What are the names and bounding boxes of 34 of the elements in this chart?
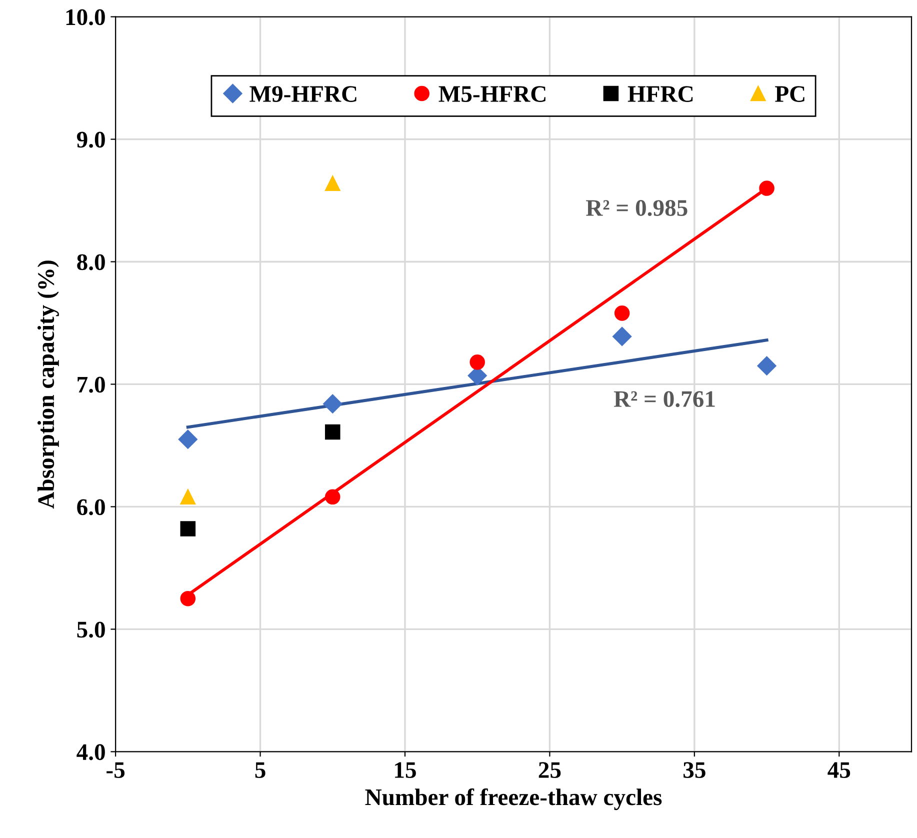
- legend-label: M5-HFRC: [438, 86, 546, 102]
- legend-label: PC: [775, 86, 804, 102]
- annotation: R² = 0.761: [614, 391, 715, 408]
- annotation: R² = 0.985: [586, 200, 688, 216]
- x-tick-label: 25: [538, 762, 561, 778]
- x-axis-title: Number of freeze-thaw cycles: [365, 788, 662, 810]
- point: [470, 354, 485, 370]
- y-axis-title: Absorption capacity (%): [37, 260, 59, 509]
- point: [612, 326, 632, 346]
- point: [759, 180, 774, 196]
- point: [180, 489, 196, 505]
- point: [323, 394, 342, 414]
- legend-label: HFRC: [628, 86, 693, 102]
- legend-label: M9-HFRC: [250, 86, 356, 102]
- y-tick-label: 7.0: [78, 376, 105, 393]
- point: [614, 306, 630, 321]
- point: [178, 430, 198, 449]
- point: [324, 424, 340, 440]
- y-tick-label: 5.0: [77, 622, 105, 638]
- x-tick-label: 15: [395, 762, 416, 778]
- y-tick-label: 10.0: [66, 9, 105, 26]
- y-tick-label: 9.0: [76, 132, 105, 148]
- point: [180, 590, 196, 606]
- point: [324, 176, 340, 191]
- y-tick-label: 4.0: [76, 744, 105, 760]
- point: [324, 489, 340, 505]
- point: [757, 356, 776, 376]
- x-tick-label: -5: [106, 762, 125, 778]
- x-tick-label: 35: [684, 762, 706, 778]
- x-tick-label: 45: [828, 762, 850, 778]
- y-tick-label: 6.0: [77, 499, 105, 516]
- x-tick-label: 5: [255, 762, 266, 778]
- point: [180, 521, 196, 536]
- y-tick-label: 8.0: [77, 254, 105, 270]
